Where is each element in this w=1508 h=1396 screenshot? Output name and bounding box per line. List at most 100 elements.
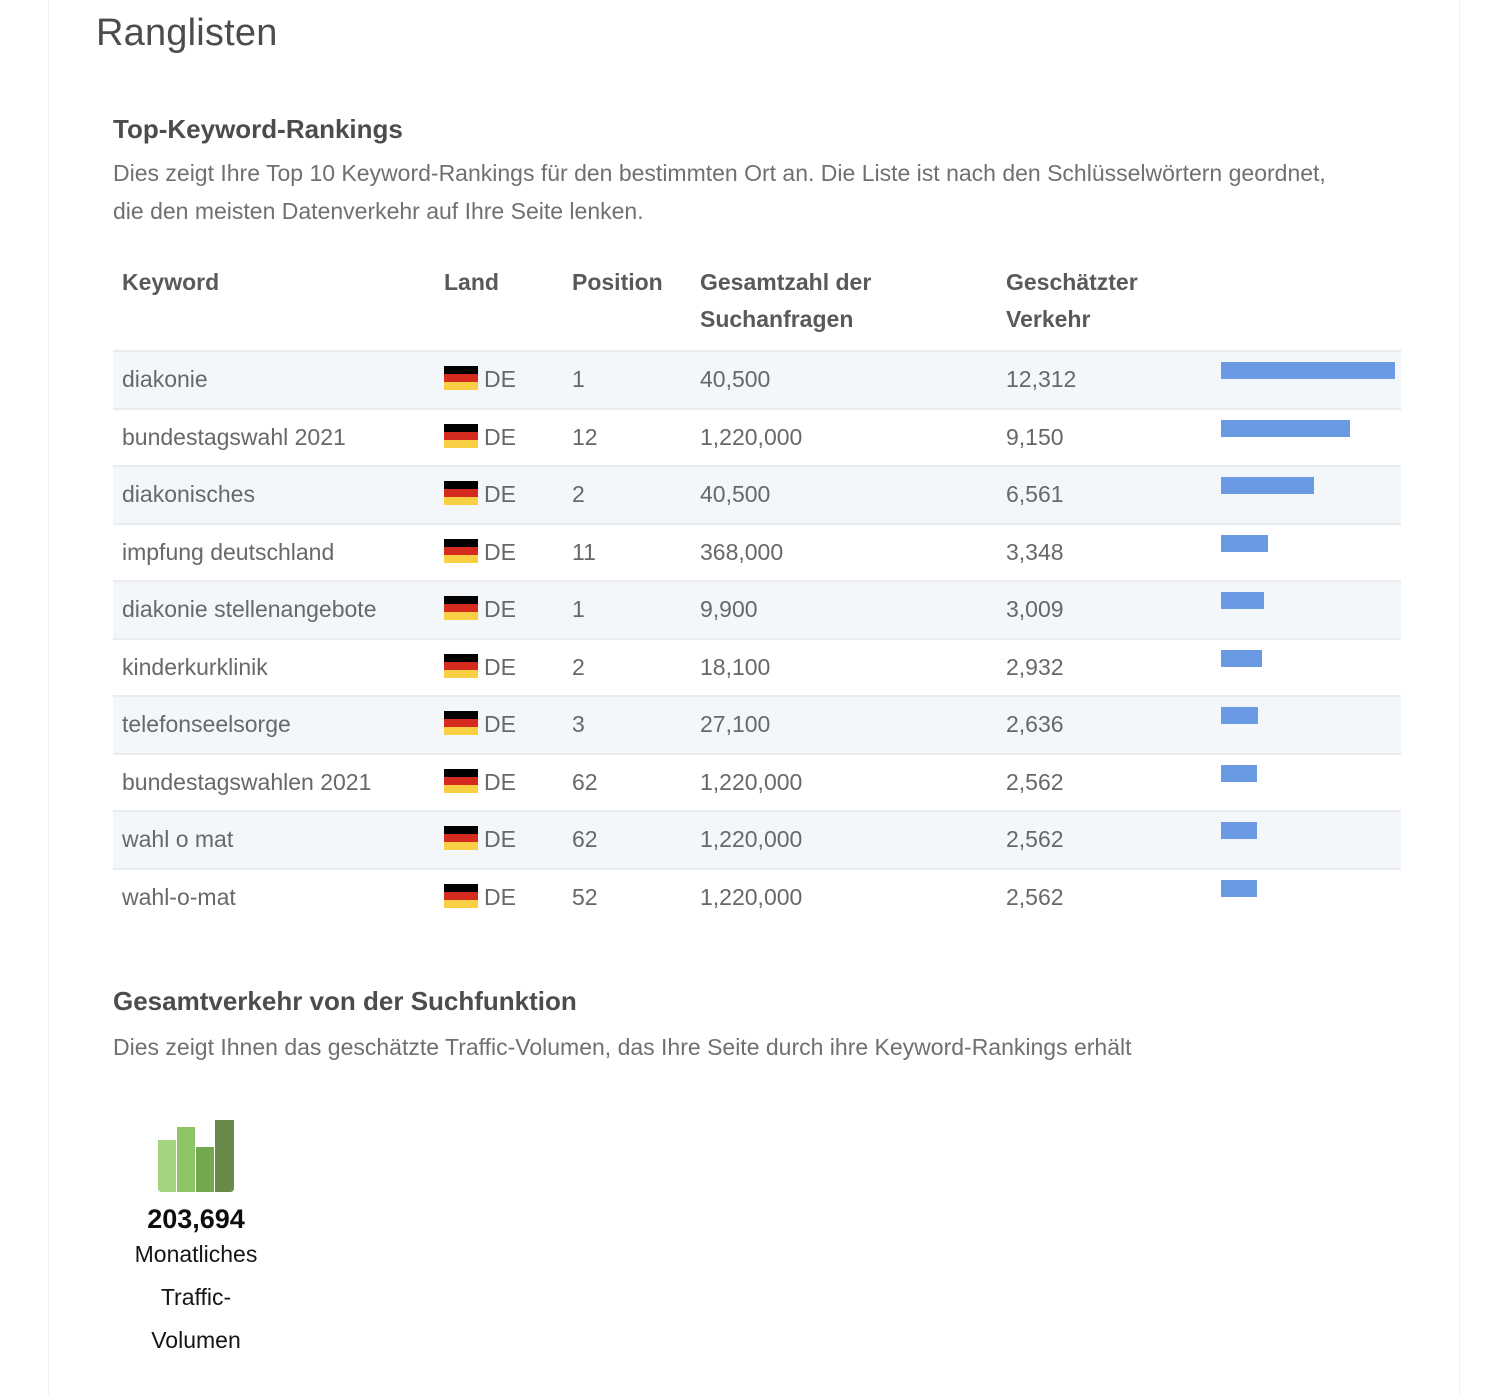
traffic-cell: 2,562 (997, 867, 1209, 926)
country-code: DE (484, 481, 516, 508)
keyword-cell: diakonie stellenangebote (113, 580, 435, 639)
monthly-traffic-value: 203,694 (147, 1204, 245, 1234)
keyword-cell: bundestagswahlen 2021 (113, 752, 435, 811)
position-cell: 3 (563, 695, 691, 754)
traffic-cell: 9,150 (997, 407, 1209, 466)
keyword-rankings-title: Top-Keyword-Rankings (113, 114, 403, 144)
germany-flag-icon (444, 481, 478, 506)
column-header-searches[interactable]: Gesamtzahl der Suchanfragen (700, 269, 872, 332)
column-header-keyword[interactable]: Keyword (122, 269, 220, 295)
country-cell: DE (435, 752, 563, 811)
position-cell: 1 (563, 580, 691, 639)
searches-cell: 9,900 (691, 580, 997, 639)
traffic-bar (1221, 764, 1257, 782)
country-cell: DE (435, 867, 563, 926)
searches-cell: 40,500 (691, 350, 997, 409)
germany-flag-icon (444, 653, 478, 678)
germany-flag-icon (444, 596, 478, 621)
traffic-cell: 12,312 (997, 350, 1209, 409)
traffic-bar (1221, 419, 1350, 437)
traffic-bar-cell (1209, 810, 1401, 869)
total-traffic-title: Gesamtverkehr von der Suchfunktion (113, 986, 577, 1016)
searches-cell: 18,100 (691, 637, 997, 696)
country-code: DE (484, 538, 516, 565)
searches-cell: 27,100 (691, 695, 997, 754)
traffic-bar-cell (1209, 522, 1401, 581)
traffic-cell: 2,636 (997, 695, 1209, 754)
column-header-bar (1209, 258, 1401, 351)
country-cell: DE (435, 522, 563, 581)
country-code: DE (484, 826, 516, 853)
table-row: wahl o mat DE 62 1,220,000 2,562 (113, 810, 1401, 869)
country-cell: DE (435, 810, 563, 869)
traffic-bar (1221, 707, 1258, 724)
searches-cell: 1,220,000 (691, 810, 997, 869)
total-traffic-description: Dies zeigt Ihnen das geschätzte Traffic-… (113, 1034, 1132, 1060)
traffic-bar-cell (1209, 350, 1401, 409)
table-row: telefonseelsorge DE 3 27,100 2,636 (113, 695, 1401, 754)
traffic-bar (1221, 534, 1268, 552)
keyword-cell: diakonisches (113, 465, 435, 524)
traffic-cell: 2,562 (997, 752, 1209, 811)
country-code: DE (484, 653, 516, 680)
germany-flag-icon (444, 538, 478, 563)
keyword-cell: bundestagswahl 2021 (113, 407, 435, 466)
keyword-cell: wahl o mat (113, 810, 435, 869)
country-cell: DE (435, 695, 563, 754)
country-code: DE (484, 768, 516, 795)
country-code: DE (484, 884, 516, 911)
traffic-bar (1221, 477, 1314, 494)
traffic-summary: 203,694 Monatliches Traffic-Volumen (118, 1118, 274, 1362)
traffic-bar (1221, 362, 1395, 379)
keyword-cell: telefonseelsorge (113, 695, 435, 754)
traffic-bar-cell (1209, 637, 1401, 696)
column-header-traffic[interactable]: Geschätzter Verkehr (1006, 269, 1138, 332)
keyword-rankings-table: Keyword Land Position Gesamtzahl der Suc… (113, 258, 1401, 926)
keyword-cell: diakonie (113, 350, 435, 409)
monthly-traffic-label: Monatliches Traffic-Volumen (134, 1241, 258, 1353)
country-code: DE (484, 423, 516, 450)
page-title: Ranglisten (96, 12, 278, 54)
germany-flag-icon (444, 826, 478, 851)
position-cell: 1 (563, 350, 691, 409)
table-row: wahl-o-mat DE 52 1,220,000 2,562 (113, 867, 1401, 926)
traffic-cell: 3,009 (997, 580, 1209, 639)
position-cell: 62 (563, 752, 691, 811)
keyword-rankings-description: Dies zeigt Ihre Top 10 Keyword-Rankings … (113, 160, 1326, 224)
traffic-bar-cell (1209, 465, 1401, 524)
country-code: DE (484, 596, 516, 623)
traffic-bar-cell (1209, 752, 1401, 811)
keyword-cell: wahl-o-mat (113, 867, 435, 926)
germany-flag-icon (444, 711, 478, 736)
position-cell: 2 (563, 465, 691, 524)
column-header-position[interactable]: Position (572, 269, 663, 295)
searches-cell: 368,000 (691, 522, 997, 581)
traffic-bar (1221, 822, 1257, 839)
position-cell: 52 (563, 867, 691, 926)
country-cell: DE (435, 350, 563, 409)
germany-flag-icon (444, 423, 478, 448)
traffic-bar-cell (1209, 580, 1401, 639)
table-row: bundestagswahlen 2021 DE 62 1,220,000 2,562 (113, 752, 1401, 811)
traffic-bar-cell (1209, 695, 1401, 754)
country-code: DE (484, 711, 516, 738)
position-cell: 62 (563, 810, 691, 869)
keyword-cell: kinderkurklinik (113, 637, 435, 696)
column-header-land[interactable]: Land (444, 269, 499, 295)
table-header-row: Keyword Land Position Gesamtzahl der Suc… (113, 258, 1401, 351)
country-cell: DE (435, 465, 563, 524)
traffic-bar (1221, 649, 1262, 667)
searches-cell: 1,220,000 (691, 407, 997, 466)
bar-chart-icon (158, 1120, 234, 1192)
germany-flag-icon (444, 366, 478, 391)
table-row: impfung deutschland DE 11 368,000 3,348 (113, 522, 1401, 581)
table-row: diakonisches DE 2 40,500 6,561 (113, 465, 1401, 524)
traffic-bar (1221, 592, 1264, 609)
searches-cell: 1,220,000 (691, 867, 997, 926)
traffic-cell: 6,561 (997, 465, 1209, 524)
country-cell: DE (435, 580, 563, 639)
position-cell: 11 (563, 522, 691, 581)
position-cell: 12 (563, 407, 691, 466)
traffic-bar (1221, 879, 1257, 897)
table-row: diakonie DE 1 40,500 12,312 (113, 350, 1401, 409)
